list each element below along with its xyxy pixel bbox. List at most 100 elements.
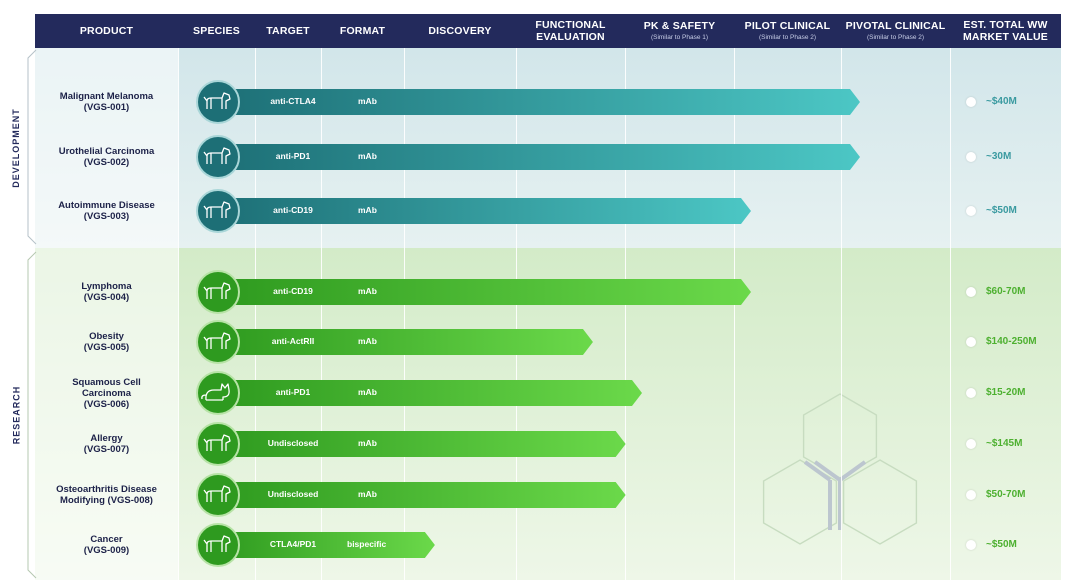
header-sublabel: (Similar to Phase 1) [650,34,709,41]
header-cell: TARGET [255,14,321,48]
format-label: mAb [358,438,377,448]
target-label: anti-ActRII [271,336,315,346]
target-label: anti-PD1 [275,387,311,397]
gridline [178,48,179,580]
pipeline-bar [218,431,626,457]
header-sublabel: (Similar to Phase 2) [758,34,817,41]
target-label: CTLA4/PD1 [269,539,317,549]
product-column-dev-bg [35,48,178,248]
target-label: anti-CTLA4 [270,96,316,106]
pipeline-bar [218,380,642,406]
header-label: DISCOVERY [428,25,492,37]
format-label: bispecific [347,539,387,549]
header-cell: PILOT CLINICAL (Similar to Phase 2) [734,14,841,48]
pipeline-bar [218,532,435,558]
pipeline-bar [218,144,860,170]
dog-icon [196,135,240,179]
gridline [734,48,735,580]
gridline [950,48,951,580]
header-cell: SPECIES [178,14,255,48]
header-cell: PIVOTAL CLINICAL (Similar to Phase 2) [841,14,950,48]
header-label: FORMAT [339,25,386,37]
product-label: Osteoarthritis Disease Modifying (VGS-00… [56,484,157,506]
gridline [255,48,256,580]
target-label: Undisclosed [267,489,319,499]
gridline [321,48,322,580]
market-dot [966,439,976,449]
product-label: Malignant Melanoma (VGS-001) [59,91,154,113]
dog-icon [196,422,240,466]
market-value: ~$50M [986,205,1017,216]
header-label: PILOT CLINICAL [744,20,831,32]
pipeline-bar [218,198,751,224]
pipeline-bar [218,279,751,305]
format-label: mAb [358,387,377,397]
header-label: SPECIES [193,25,240,37]
dog-icon [196,473,240,517]
header-sublabel: (Similar to Phase 2) [866,34,925,41]
format-label: mAb [358,489,377,499]
market-value: ~$50M [986,539,1017,550]
header-cell: DISCOVERY [404,14,516,48]
format-label: mAb [358,336,377,346]
pipeline-bar [218,89,860,115]
dog-icon [196,189,240,233]
table-header: PRODUCT SPECIES TARGET FORMAT DISCOVERY FUNCT… [35,14,1061,48]
market-dot [966,388,976,398]
target-label: Undisclosed [267,438,319,448]
format-label: mAb [358,286,377,296]
gridline [516,48,517,580]
market-dot [966,287,976,297]
cat-icon [196,371,240,415]
market-value: $50-70M [986,489,1026,500]
market-dot [966,540,976,550]
pipeline-bar [218,482,626,508]
target-label: anti-CD19 [273,205,313,215]
format-label: mAb [358,151,377,161]
product-label: Lymphoma (VGS-004) [81,281,132,303]
dog-icon [196,320,240,364]
header-cell: PK & SAFETY (Similar to Phase 1) [625,14,734,48]
header-cell: PRODUCT [35,14,178,48]
market-value: ~30M [986,151,1012,162]
header-label: FUNCTIONAL EVALUATION [535,19,606,43]
section-bracket [27,49,37,245]
product-label: Obesity (VGS-005) [83,331,130,353]
market-value: $140-250M [986,336,1037,347]
target-label: anti-PD1 [275,151,311,161]
header-cell: FUNCTIONAL EVALUATION [516,14,625,48]
header-label: TARGET [266,25,310,37]
market-value: $15-20M [986,387,1026,398]
dog-icon [196,80,240,124]
target-label: anti-CD19 [273,286,313,296]
header-label: PIVOTAL CLINICAL [845,20,946,32]
gridline [841,48,842,580]
dog-icon [196,523,240,567]
product-column-res-bg [35,248,178,580]
header-label: PRODUCT [79,25,134,37]
pipeline-bar [218,329,593,355]
product-label: Autoimmune Disease (VGS-003) [58,200,155,222]
market-value: ~$145M [986,438,1023,449]
market-dot [966,337,976,347]
market-dot [966,97,976,107]
gridline [625,48,626,580]
section-brackets [27,49,37,579]
gridline [404,48,405,580]
header-cell: EST. TOTAL WW MARKET VALUE [950,14,1061,48]
section-bracket [27,251,37,579]
header-cell: FORMAT [321,14,404,48]
market-dot [966,490,976,500]
product-label: Urothelial Carcinoma (VGS-002) [58,146,155,168]
format-label: mAb [358,205,377,215]
format-label: mAb [358,96,377,106]
header-label: EST. TOTAL WW MARKET VALUE [962,19,1049,43]
dog-icon [196,270,240,314]
header-label: PK & SAFETY [643,20,716,32]
product-label: Allergy (VGS-007) [83,433,130,455]
market-value: ~$40M [986,96,1017,107]
product-label: Squamous Cell Carcinoma (VGS-006) [72,376,141,410]
product-label: Cancer (VGS-009) [83,534,130,556]
